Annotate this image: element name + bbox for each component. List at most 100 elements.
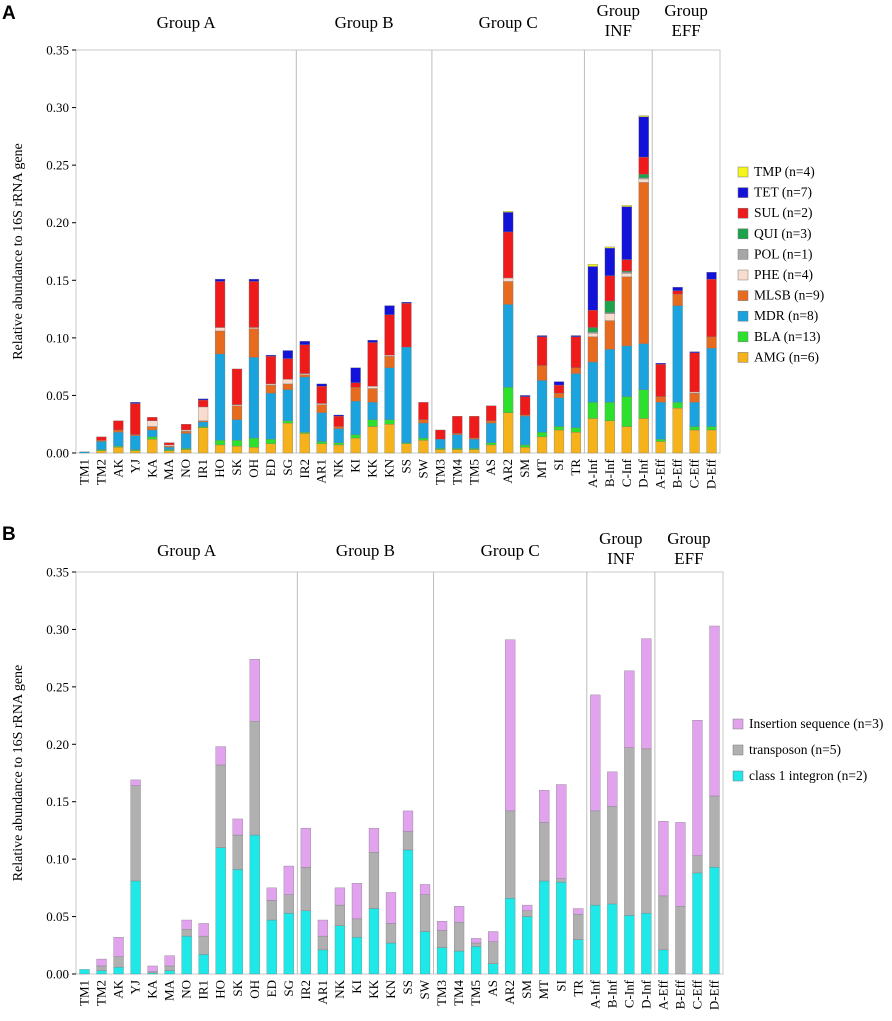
bar-segment <box>638 343 649 390</box>
bar-segment <box>675 906 686 975</box>
plot-frame-a <box>75 49 721 454</box>
bar-segment <box>471 942 482 947</box>
x-tick-label: TM4 <box>451 980 466 1007</box>
x-tick-label: TM2 <box>94 980 109 1006</box>
bar-segment <box>570 373 582 428</box>
bar-segment <box>248 328 260 358</box>
bar-segment <box>452 434 463 449</box>
bar-segment <box>536 436 548 454</box>
bar-segment <box>283 912 294 975</box>
bar-segment <box>641 638 652 750</box>
bar-segment <box>621 345 632 397</box>
legend-swatch <box>737 352 749 363</box>
bar-segment <box>266 919 277 975</box>
bar-segment <box>79 969 90 975</box>
bar-segment <box>181 919 192 930</box>
bar-segment <box>658 895 669 951</box>
group-label: Group <box>597 1 640 20</box>
bar-segment <box>317 949 328 975</box>
x-tick-label: NK <box>332 979 347 998</box>
bar-segment <box>333 426 344 429</box>
bar-segment <box>232 818 243 836</box>
bar-segment <box>96 970 107 975</box>
bar-segment <box>248 447 260 454</box>
bar-segment <box>113 937 124 957</box>
bar-segment <box>333 414 344 417</box>
bar-segment <box>113 429 124 433</box>
bar-segment <box>655 441 666 454</box>
bar-segment <box>334 925 346 975</box>
group-label: Group C <box>481 541 540 560</box>
bar-segment <box>248 357 260 439</box>
chart-panel-a: 0.00 0.05 0.10 0.15 0.20 0.25 0.30 0.35 Relative… <box>11 1 824 489</box>
bar-segment <box>282 358 293 380</box>
group-label: Group B <box>335 13 394 32</box>
x-tick-label: SG <box>280 459 295 476</box>
bar-segment <box>453 922 465 952</box>
y-tick-label: 0.05 <box>46 388 69 403</box>
bar-segment <box>570 336 582 368</box>
bar-segment <box>520 396 531 416</box>
bar-segment <box>300 867 311 912</box>
x-tick-label: SI <box>551 459 566 471</box>
bar-segment <box>488 941 499 964</box>
bar-segment <box>486 420 497 424</box>
bar-segment <box>587 336 598 363</box>
group-label: Group B <box>336 541 395 560</box>
bar-segment <box>436 920 448 931</box>
legend-swatch <box>737 310 749 322</box>
bar-segment <box>553 397 565 427</box>
bar-segment <box>453 950 465 975</box>
bar-segment <box>570 367 582 374</box>
bar-segment <box>351 883 363 920</box>
group-label: Group A <box>157 13 217 32</box>
bar-segment <box>367 388 378 403</box>
bar-segment <box>638 116 649 158</box>
x-tick-label: ED <box>264 980 279 997</box>
bar-segment <box>130 880 141 975</box>
bar-segment <box>316 386 327 404</box>
bar-segment <box>689 429 700 454</box>
bar-segment <box>604 247 615 276</box>
bar-segment <box>367 419 378 427</box>
bar-segment <box>419 931 431 975</box>
bar-segment <box>265 354 276 357</box>
legend-label: PHE (n=4) <box>754 267 813 282</box>
bar-segment <box>350 387 361 402</box>
bar-segment <box>231 405 243 420</box>
bar-segment <box>638 115 649 117</box>
bar-segment <box>282 350 293 359</box>
bar-segment <box>621 273 632 278</box>
bar-segment <box>130 450 141 454</box>
bar-segment <box>350 367 361 383</box>
bar-segment <box>282 420 293 424</box>
x-tick-label: TM1 <box>76 459 91 485</box>
bar-segment <box>299 376 310 433</box>
bar-segment <box>553 392 565 398</box>
bar-segment <box>384 424 395 454</box>
bar-segment <box>641 748 652 914</box>
x-tick-label: TM3 <box>432 459 447 485</box>
bar-segment <box>604 300 615 313</box>
x-tick-label: NO <box>179 980 194 999</box>
x-tick-label: TM1 <box>77 980 92 1006</box>
bar-segment <box>503 412 514 454</box>
bar-segment <box>452 449 463 454</box>
x-tick-label: AR1 <box>315 980 330 1005</box>
x-tick-label: KK <box>366 979 381 998</box>
legend-swatch <box>732 744 744 756</box>
bar-segment <box>317 935 328 951</box>
x-tick-label: YJ <box>127 459 142 473</box>
bar-segment <box>536 336 548 366</box>
x-tick-label: C-Eff <box>689 979 704 1009</box>
x-tick-label: A-Eff <box>653 458 668 489</box>
x-tick-label: AR2 <box>502 980 517 1005</box>
panel-label-a: A <box>2 3 16 24</box>
bar-segment <box>181 430 192 434</box>
x-tick-label: IR1 <box>196 980 211 1000</box>
x-tick-label: KA <box>144 458 159 477</box>
bar-segment <box>655 396 666 403</box>
bar-segment <box>503 212 514 233</box>
bar-segment <box>536 335 548 337</box>
